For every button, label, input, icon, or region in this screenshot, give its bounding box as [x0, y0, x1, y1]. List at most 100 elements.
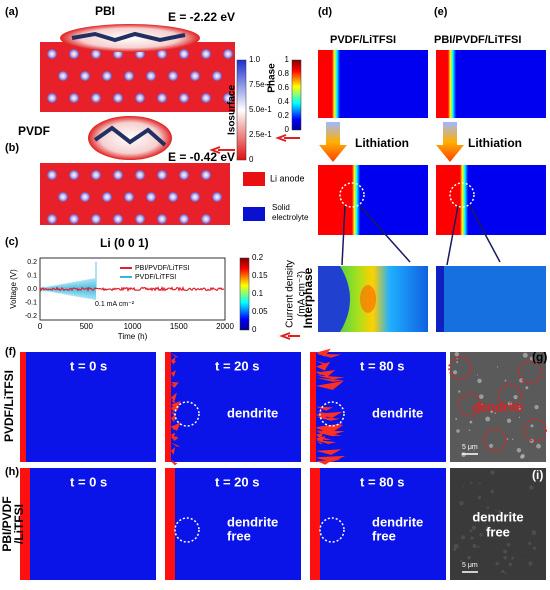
atom	[201, 93, 211, 103]
grain	[503, 555, 507, 560]
grain	[509, 530, 512, 533]
highlight-circle	[339, 182, 365, 208]
dendrite	[316, 449, 342, 455]
dendrite	[171, 400, 181, 409]
dendrite	[316, 380, 344, 390]
grain	[485, 526, 490, 531]
grain	[528, 561, 533, 566]
atom	[157, 170, 167, 180]
molecule-pbi	[60, 24, 200, 52]
grain	[520, 454, 524, 459]
grain	[473, 449, 475, 451]
panel-title: PVDF/LiTFSI	[330, 34, 396, 46]
panel-label: (d)	[318, 6, 332, 18]
atom	[80, 71, 90, 81]
grain	[456, 358, 458, 360]
grain	[460, 559, 463, 562]
legend-label: Li anode	[270, 173, 305, 183]
atom	[69, 49, 79, 59]
grain	[530, 424, 534, 428]
grain	[478, 576, 480, 579]
note: free	[372, 528, 396, 543]
colorbar-tick: 0.15	[252, 271, 268, 280]
atom	[157, 214, 167, 224]
colorbar-tick: 7.5e-1	[249, 80, 272, 89]
time-label: t = 20 s	[215, 358, 259, 373]
atom	[157, 93, 167, 103]
red-arrow	[279, 332, 300, 340]
grain	[470, 481, 473, 484]
dendrite	[171, 383, 177, 388]
highlight-circle	[319, 517, 345, 543]
grain	[486, 506, 490, 509]
atom	[47, 49, 57, 59]
grain	[489, 443, 494, 448]
molecule-label: PVDF	[18, 124, 50, 138]
scale-label: 5 μm	[462, 444, 478, 451]
panel-label: (h)	[5, 466, 19, 478]
colorbar-tick: 0.6	[278, 83, 290, 92]
atom	[91, 49, 101, 59]
colorbar-tick: 0.2	[252, 253, 264, 262]
atom	[168, 71, 178, 81]
electrolyte	[20, 468, 156, 580]
dendrite	[316, 369, 336, 377]
panel-label: (c)	[5, 236, 19, 248]
dendrite-circle	[458, 393, 482, 417]
grain	[506, 542, 511, 547]
atom	[69, 93, 79, 103]
note: dendrite	[227, 405, 278, 420]
grain	[478, 394, 484, 399]
grain	[495, 561, 500, 566]
colorbar-tick: 5.0e-1	[249, 105, 272, 114]
atom	[113, 170, 123, 180]
dendrite	[171, 459, 176, 464]
colorbar	[236, 59, 247, 161]
dendrite	[171, 399, 176, 404]
trace-pvdf	[39, 262, 97, 300]
molecule-bonds	[71, 31, 186, 43]
energy-label: E = -2.22 eV	[168, 10, 235, 24]
grain	[536, 443, 541, 449]
note: free	[486, 524, 510, 539]
axis-title: Time (h)	[118, 332, 148, 341]
dendrite	[171, 358, 177, 363]
anode	[20, 468, 30, 580]
atom	[179, 170, 189, 180]
panel-label: (b)	[5, 142, 19, 154]
dendrite	[316, 455, 346, 462]
atom	[124, 192, 134, 202]
panel-label: (e)	[434, 6, 448, 18]
electrolyte	[165, 352, 301, 462]
grain	[477, 378, 482, 384]
note: dendrite	[372, 514, 423, 529]
grain	[459, 501, 464, 506]
grain	[462, 486, 465, 488]
grain	[485, 416, 491, 422]
atom	[190, 71, 200, 81]
colorbar-tick: 2.5e-1	[249, 130, 272, 139]
atom	[113, 93, 123, 103]
time-label: t = 80 s	[360, 358, 404, 373]
interphase-map	[436, 266, 546, 332]
legend-label: Solid	[272, 203, 290, 212]
scale-label: 5 μm	[462, 562, 478, 569]
dendrite	[171, 392, 177, 402]
grain	[453, 543, 459, 549]
colorbar-tick: 0.05	[252, 307, 268, 316]
step-label: Lithiation	[355, 136, 409, 150]
grain	[456, 361, 459, 364]
grain	[531, 530, 537, 536]
grain	[528, 541, 532, 546]
dendrite	[171, 436, 178, 442]
note: dendrite	[472, 509, 523, 524]
legend-label: PVDF/LiTFSI	[135, 274, 176, 281]
interface	[448, 50, 456, 118]
dendrite	[316, 435, 326, 443]
colorbar	[239, 257, 250, 331]
note: dendrite	[227, 514, 278, 529]
grain	[508, 562, 513, 567]
atom	[91, 170, 101, 180]
colorbar-title: Current density	[285, 260, 296, 328]
anode	[318, 165, 352, 235]
